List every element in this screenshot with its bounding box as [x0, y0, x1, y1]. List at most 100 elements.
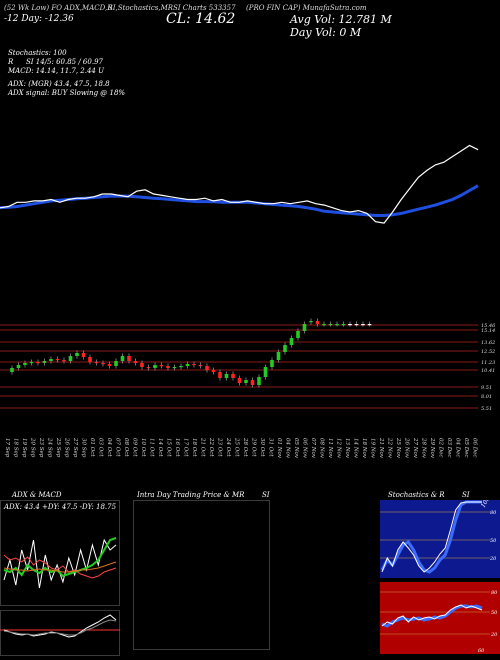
date-tick-label: 21 Oct	[200, 437, 206, 457]
date-tick-label: 14 Oct	[157, 438, 163, 457]
date-tick-label: 02 Dec	[438, 438, 444, 458]
adx-line	[3, 538, 117, 589]
date-tick-label: 24 Oct	[225, 437, 231, 457]
candle-body	[94, 362, 99, 364]
date-tick-label: 18 Oct	[191, 438, 197, 457]
candle-body	[29, 362, 34, 364]
rsi-tick-label: 80	[491, 590, 498, 596]
header-line1-far: (PRO FIN CAP) MunafaSutra.com	[246, 4, 367, 12]
adx-macd-title: ADX & MACD	[12, 491, 62, 499]
date-tick-label: 21 Nov	[378, 437, 384, 459]
intraday-title-suffix: SI	[262, 491, 270, 499]
date-tick-label: 04 Dec	[455, 438, 461, 458]
macd-panel	[0, 610, 120, 656]
date-tick-label: 16 Oct	[174, 438, 180, 457]
stoch-k-line	[381, 501, 482, 573]
date-tick-label: 19 Nov	[370, 438, 376, 459]
date-tick-label: 12 Nov	[336, 438, 342, 459]
stoch-d-line	[380, 500, 482, 574]
stoch-tick-label: 80	[490, 510, 497, 516]
date-tick-label: 09 Oct	[132, 438, 138, 457]
price-level-label: 15.46	[481, 323, 496, 329]
date-tick-label: 23 Sep	[38, 437, 44, 458]
candle-body	[224, 374, 229, 378]
candle-body	[309, 321, 313, 323]
candle-body	[237, 378, 242, 383]
header-avg-vol: Avg Vol: 12.781 M	[290, 13, 392, 26]
date-tick-label: 22 Nov	[387, 437, 393, 459]
candle-body	[296, 331, 300, 338]
candle-body	[205, 366, 209, 370]
candle-body	[68, 356, 73, 361]
date-tick-label: 25 Nov	[395, 437, 401, 459]
date-tick-label: 08 Oct	[123, 438, 129, 457]
adx-threshold-line	[3, 561, 117, 573]
rsi-chart: 80 50 20 60	[380, 590, 498, 654]
candle-body	[328, 324, 333, 326]
date-tick-label: 01 Oct	[89, 438, 95, 457]
header-day-vol: Day Vol: 0 M	[290, 26, 362, 39]
candle-body	[302, 324, 307, 331]
price-level-label: 5.51	[481, 406, 492, 412]
date-tick-label: 29 Oct	[251, 437, 257, 457]
adx-panel	[0, 500, 120, 606]
date-tick-label: 01 Nov	[276, 438, 282, 459]
date-tick-label: 25 Sep	[55, 437, 61, 458]
macd-signal-line	[3, 619, 117, 636]
candle-body	[140, 363, 144, 367]
candle-body	[192, 364, 196, 366]
candle-body	[211, 370, 216, 372]
date-tick-label: 17 Sep	[4, 438, 10, 458]
date-tick-label: 20 Sep	[30, 437, 36, 458]
candle-body	[263, 367, 268, 377]
stoch-value-label: 100	[480, 500, 492, 509]
date-tick-label: 28 Nov	[421, 437, 427, 459]
date-tick-label: 30 Sep	[81, 438, 87, 458]
header-line1-mid: SI,Stochastics,MR	[108, 4, 174, 12]
date-tick-label: 07 Nov	[310, 438, 316, 459]
date-tick-label: 15 Oct	[166, 438, 172, 457]
date-tick-label: 26 Sep	[64, 437, 70, 458]
price-level-label: 8.01	[481, 394, 492, 400]
candle-body	[315, 321, 320, 324]
date-tick-label: 28 Oct	[242, 437, 248, 457]
date-tick-label: 08 Nov	[319, 438, 325, 459]
date-tick-label: 27 Nov	[412, 437, 418, 459]
rsi-smooth-line	[381, 604, 483, 628]
candle-body	[146, 367, 151, 369]
price-level-label: 15.14	[481, 328, 495, 334]
candle-body	[250, 380, 255, 385]
price-level-label: 9.51	[481, 385, 492, 391]
candle-body	[185, 364, 190, 366]
plus-di-line	[3, 537, 117, 578]
candle-body	[81, 353, 86, 357]
date-tick-label: 23 Oct	[217, 437, 223, 457]
date-tick-label: 04 Nov	[285, 438, 291, 459]
candle-body	[36, 362, 40, 364]
stochastics-chart: 80 50 20 100	[380, 500, 497, 574]
stoch-tick-label: 50	[490, 538, 497, 544]
stoch-tick-label: 20	[489, 556, 497, 562]
stoch-rsi-title: Stochastics & R	[388, 491, 445, 499]
candle-body	[341, 324, 346, 326]
date-tick-label: 17 Oct	[183, 438, 189, 457]
candle-body	[114, 361, 118, 366]
ma-series-line	[0, 184, 479, 217]
header-line1-right: SI Charts 533357	[173, 4, 236, 12]
date-tick-label: 22 Oct	[208, 437, 214, 457]
candle-body	[23, 363, 27, 365]
date-tick-label: 05 Nov	[293, 438, 299, 459]
intraday-panel	[133, 500, 270, 650]
header-line2-left: -12 Day: -12.36	[4, 14, 74, 24]
macd-readout: MACD: 14.14, 11.7, 2.44 U	[8, 67, 105, 75]
intraday-title: Intra Day Trading Price & MR	[137, 491, 245, 499]
adx-readout: ADX: (MGR) 43.4, 47.5, 18.8	[8, 80, 110, 88]
date-tick-label: 13 Nov	[344, 438, 350, 459]
candle-body	[62, 360, 66, 362]
candle-body	[198, 365, 203, 367]
candle-body	[55, 359, 60, 361]
candle-body	[179, 366, 183, 368]
date-tick-label: 18 Nov	[361, 438, 367, 459]
candle-body	[159, 365, 164, 367]
